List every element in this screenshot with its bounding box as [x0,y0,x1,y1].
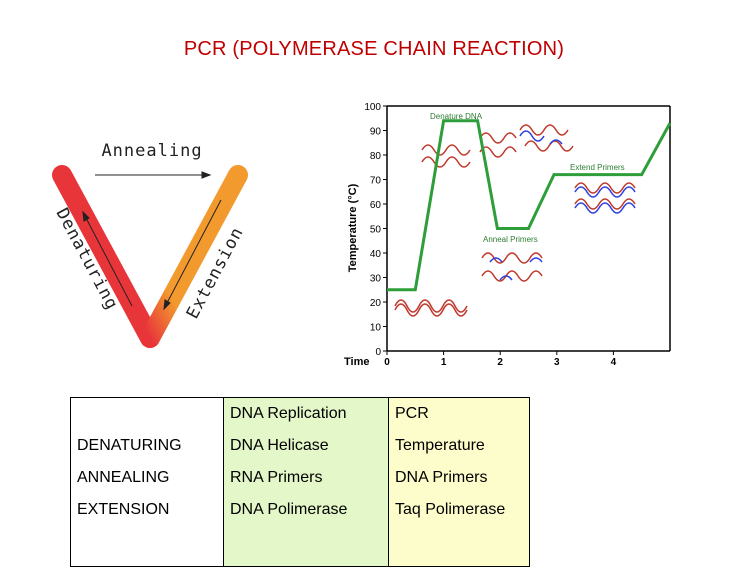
table-cell: EXTENSION [70,494,224,526]
table-cell [223,526,389,567]
cycle-arrows [82,171,222,311]
x-tick-label: 0 [384,357,390,368]
dna-strand [524,140,574,152]
dna-strand [394,303,468,317]
table-cell: DENATURING [70,430,224,462]
table-cell: ANNEALING [70,462,224,494]
table-row: DENATURING DNA Helicase Temperature [70,430,530,462]
dna-strand [481,252,543,264]
arrow-right [166,199,222,304]
dna-strand [519,124,569,136]
dna-strand [394,299,468,313]
dna-strand [529,257,543,263]
side-right [140,165,248,348]
x-tick-label: 3 [554,357,560,368]
arrowhead-right [163,299,171,311]
dna-strand [499,275,513,281]
temperature-series-line [387,119,672,292]
y-tick-label: 10 [370,323,382,334]
table-row: ANNEALING RNA Primers DNA Primers [70,462,530,494]
dna-strand [479,132,517,144]
dna-strand [489,257,503,263]
dna-strand [421,144,471,156]
y-tick-label: 90 [370,127,382,138]
dna-strand [549,139,563,145]
table-cell: Temperature [388,430,530,462]
x-tick-label: 4 [611,357,617,368]
table-cell: PCR [388,397,530,430]
page-title: PCR (POLYMERASE CHAIN REACTION) [183,38,565,60]
y-tick-label: 50 [370,225,382,236]
y-ticks: 0 10 20 30 40 50 60 70 80 90 100 [364,102,387,358]
arrowhead-left [82,210,90,222]
table-cell: RNA Primers [223,462,389,494]
table-row: EXTENSION DNA Polimerase Taq Polimerase [70,494,530,526]
table-cell: DNA Primers [388,462,530,494]
comparison-table-body: DNA Replication PCR DENATURING DNA Helicase… [70,397,530,567]
x-tick-label: 1 [441,357,447,368]
arrow-left [85,217,133,307]
dna-strand [574,186,636,198]
dna-strand [574,182,636,194]
table-cell [388,526,530,567]
y-axis-label: Temperature (°C) [347,183,359,272]
dna-strand [574,202,636,214]
y-tick-label: 60 [370,200,382,211]
y-tick-label: 80 [370,151,382,162]
y-tick-label: 70 [370,176,382,187]
x-axis-label: Time [344,356,369,368]
table-header-row: DNA Replication PCR [70,397,530,430]
table-cell [70,397,224,430]
dna-strand [519,130,545,142]
y-tick-label: 0 [375,347,381,358]
table-cell: Taq Polimerase [388,494,530,526]
pcr-cycle-triangle: Annealing Denaturing Extension [52,141,248,348]
dna-strand [481,270,543,282]
arrowhead-top [201,171,212,179]
y-tick-label: 40 [370,249,382,260]
y-tick-label: 30 [370,274,382,285]
y-tick-label: 20 [370,298,382,309]
dna-illustrations [394,124,636,317]
dna-strand [421,156,471,168]
annotation-denature: Denature DNA [430,112,483,121]
y-tick-label: 100 [364,102,381,113]
annotation-extend: Extend Primers [570,163,625,172]
table-row [70,526,530,567]
table-cell: DNA Polimerase [223,494,389,526]
annotation-anneal: Anneal Primers [483,235,538,244]
dna-strand [574,198,636,210]
table-cell [70,526,224,567]
plot-frame [386,105,671,352]
label-annealing: Annealing [101,141,202,161]
dna-strand [479,146,517,158]
x-tick-label: 2 [497,357,503,368]
table-cell: DNA Replication [223,397,389,430]
x-ticks: 0 1 2 3 4 [384,351,617,368]
table-cell: DNA Helicase [223,430,389,462]
temperature-plot: 0 10 20 30 40 50 60 70 80 90 100 0 1 2 3 4 Temperature… [344,102,672,368]
comparison-table: DNA Replication PCR DENATURING DNA Helicase… [70,397,530,567]
